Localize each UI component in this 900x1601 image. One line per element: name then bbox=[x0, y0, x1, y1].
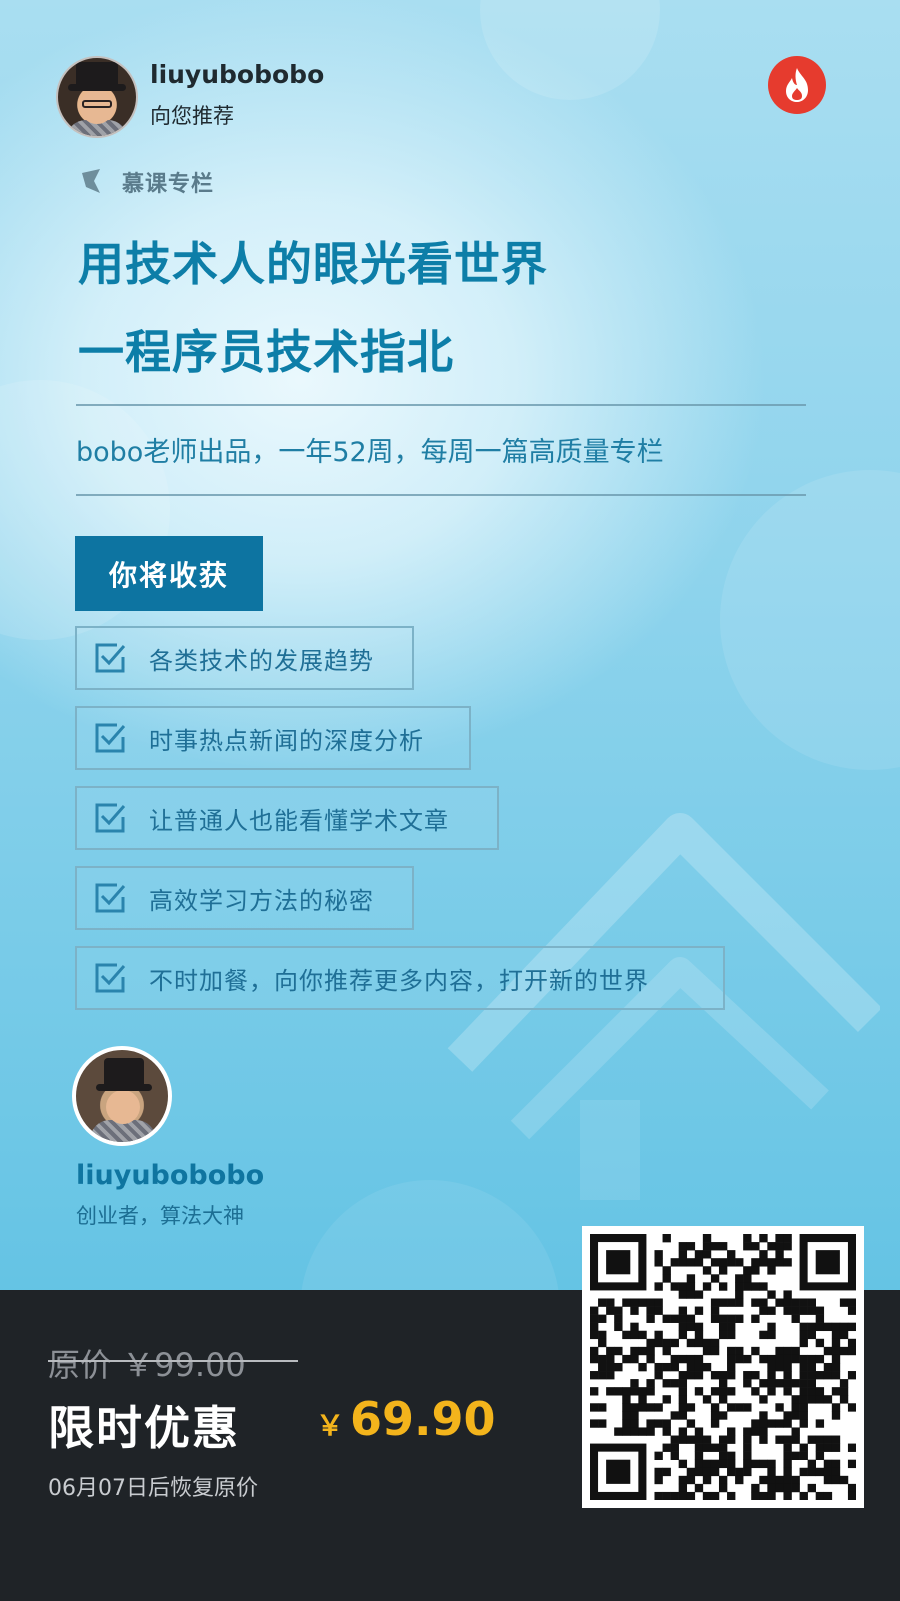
checkbox-checked-icon bbox=[95, 963, 126, 993]
benefit-text: 时事热点新闻的深度分析 bbox=[149, 726, 424, 755]
decor-circle bbox=[480, 0, 660, 100]
recommender-avatar[interactable] bbox=[56, 56, 138, 138]
original-price: 原价 ￥99.00 bbox=[48, 1346, 246, 1384]
benefit-item: 各类技术的发展趋势 bbox=[75, 626, 414, 690]
checkbox-checked-icon bbox=[95, 643, 126, 673]
checkbox-checked-icon bbox=[95, 883, 126, 913]
checkbox-checked-icon bbox=[95, 803, 126, 833]
divider bbox=[76, 494, 806, 496]
column-tag: 慕课专栏 bbox=[80, 166, 214, 198]
benefit-text: 不时加餐，向你推荐更多内容，打开新的世界 bbox=[149, 966, 649, 995]
page-title-line1: 用技术人的眼光看世界 bbox=[78, 237, 548, 291]
divider bbox=[76, 404, 806, 406]
promo-currency: ￥ bbox=[316, 1409, 345, 1442]
page-subtitle: bobo老师出品，一年52周，每周一篇高质量专栏 bbox=[76, 437, 664, 468]
column-tag-label: 慕课专栏 bbox=[122, 172, 215, 197]
recommender-name: liuyubobobo bbox=[150, 60, 325, 89]
qr-code[interactable] bbox=[582, 1226, 864, 1508]
benefit-text: 高效学习方法的秘密 bbox=[149, 886, 374, 915]
decor-house-outline bbox=[447, 813, 880, 1200]
benefit-item: 高效学习方法的秘密 bbox=[75, 866, 414, 930]
qr-code-graphic bbox=[590, 1234, 856, 1500]
bookmark-flag-icon bbox=[82, 169, 100, 193]
benefit-text: 各类技术的发展趋势 bbox=[149, 646, 374, 675]
promo-label: 限时优惠 bbox=[48, 1401, 240, 1455]
price-restore-note: 06月07日后恢复原价 bbox=[48, 1476, 258, 1501]
promo-price: 69.90 bbox=[350, 1392, 496, 1446]
benefit-item: 不时加餐，向你推荐更多内容，打开新的世界 bbox=[75, 946, 725, 1010]
checkbox-checked-icon bbox=[95, 723, 126, 753]
benefits-heading: 你将收获 bbox=[75, 536, 263, 611]
benefit-item: 让普通人也能看懂学术文章 bbox=[75, 786, 499, 850]
benefit-item: 时事热点新闻的深度分析 bbox=[75, 706, 471, 770]
author-avatar[interactable] bbox=[72, 1046, 172, 1146]
author-title: 创业者，算法大神 bbox=[76, 1204, 244, 1228]
author-name: liuyubobobo bbox=[76, 1160, 265, 1191]
strikethrough-line bbox=[48, 1360, 298, 1362]
decor-circle bbox=[720, 470, 900, 770]
benefit-text: 让普通人也能看懂学术文章 bbox=[149, 806, 449, 835]
recommender-subtitle: 向您推荐 bbox=[150, 104, 234, 128]
page-title-line2: 一程序员技术指北 bbox=[78, 325, 454, 379]
flame-icon bbox=[768, 56, 826, 114]
